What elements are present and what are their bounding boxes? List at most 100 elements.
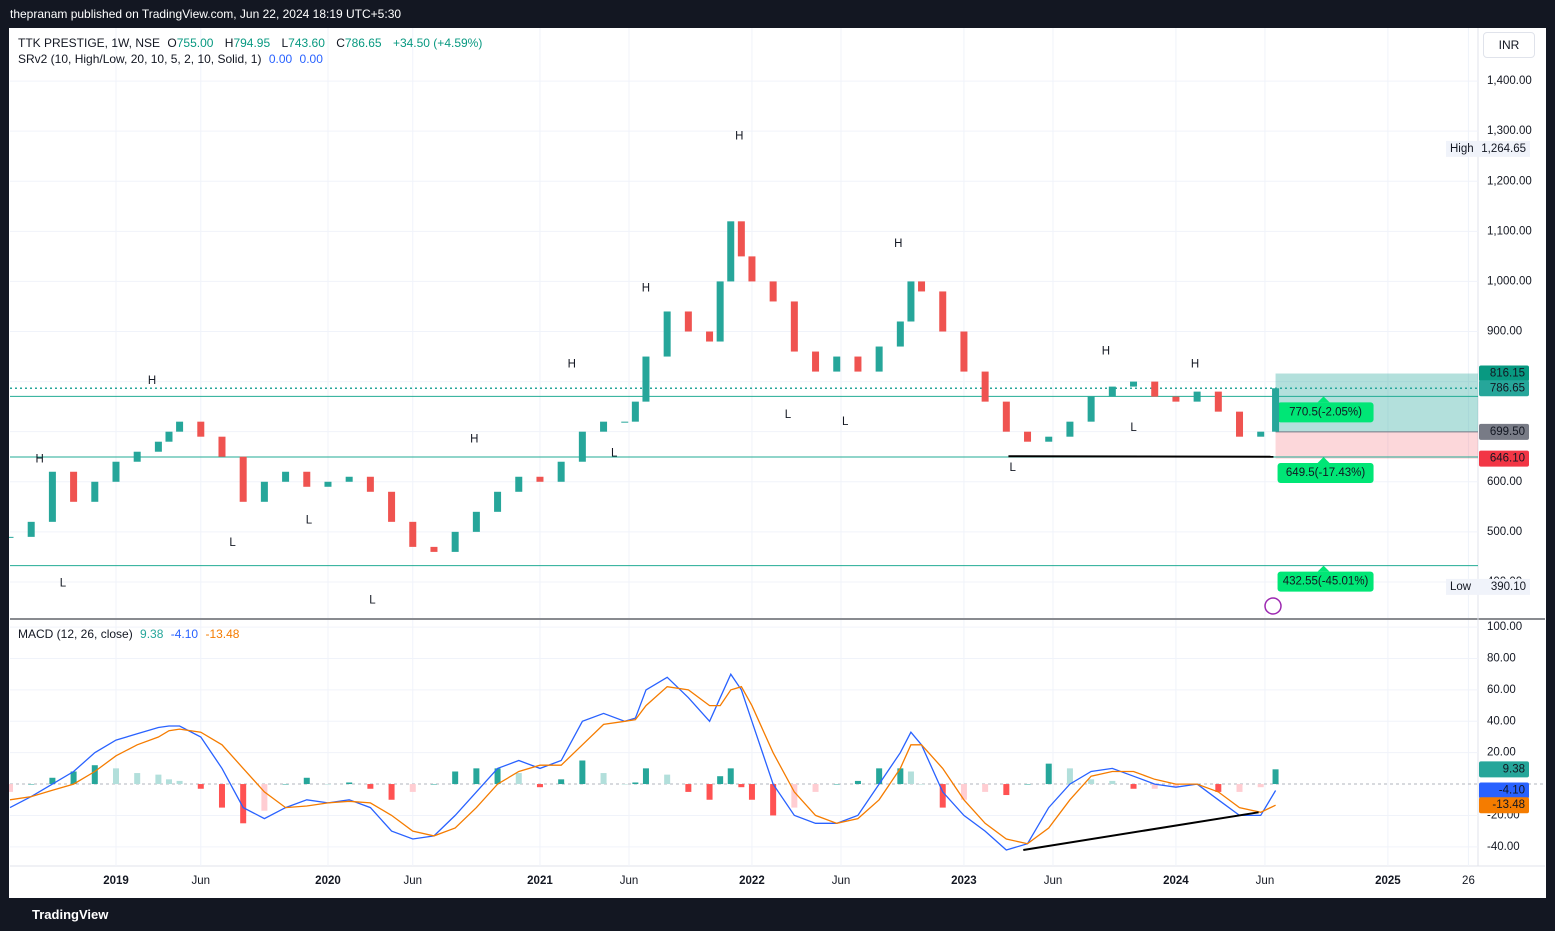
histogram-bar — [1130, 784, 1137, 789]
x-tick-label: 2021 — [527, 875, 553, 887]
candle-body — [1151, 381, 1159, 397]
candle-body — [388, 491, 396, 522]
histogram-bar — [112, 768, 119, 785]
candle-body — [112, 461, 120, 482]
histogram-bar — [685, 784, 692, 792]
ohlc-value: 794.95 — [233, 36, 271, 50]
histogram-bar — [303, 777, 310, 785]
histogram-bar — [515, 773, 522, 785]
candle-body — [345, 476, 353, 482]
candle-body — [1214, 391, 1222, 412]
macd-line — [9, 672, 1277, 851]
last-price-label-bg — [1479, 380, 1529, 397]
histogram-bar — [1109, 780, 1116, 785]
candle-body — [472, 511, 480, 532]
histogram-bar — [261, 784, 268, 811]
histogram-bar — [218, 784, 225, 808]
histogram-bar — [494, 768, 501, 785]
y-tick-label: 60.00 — [1487, 684, 1516, 696]
candle-body — [875, 346, 883, 372]
histogram-bar — [621, 784, 628, 785]
candle-body — [642, 356, 650, 402]
level-arrow — [1317, 456, 1330, 463]
level-label-bg — [1277, 462, 1374, 483]
pivot-label: L — [842, 416, 849, 428]
level-label: 770.5(-2.05%) — [1289, 406, 1362, 418]
candle-body — [70, 471, 78, 502]
pivot-label: H — [470, 434, 478, 446]
candle-body — [133, 451, 141, 462]
y-tick-label: 900.00 — [1487, 326, 1522, 338]
macd-last-label: -4.10 — [1499, 785, 1525, 797]
histogram-bar — [9, 784, 13, 792]
x-tick-label: 26 — [1462, 875, 1475, 887]
hist-last-label-bg — [1479, 761, 1529, 778]
histogram-bar — [770, 784, 777, 816]
signal-line — [9, 685, 1276, 845]
histogram-bar — [240, 784, 247, 824]
footer: TradingView — [0, 898, 1555, 931]
candle-body — [91, 481, 99, 502]
indicator: SRv2 (10, High/Low, 20, 10, 5, 2, 10, So… — [18, 52, 262, 66]
candle-body — [1066, 421, 1074, 437]
x-tick-label: 2023 — [951, 875, 977, 887]
x-tick-label: Jun — [832, 875, 851, 887]
histogram-bar — [558, 779, 565, 785]
candle-body — [154, 441, 162, 452]
histogram-bar — [632, 782, 639, 785]
histogram-bar — [727, 768, 734, 785]
event-icon — [1264, 597, 1282, 615]
y-tick-label: 500.00 — [1487, 526, 1522, 538]
y-tick-label: 80.00 — [1487, 652, 1516, 664]
histogram-bar — [1088, 779, 1095, 785]
histogram-bar — [282, 784, 289, 785]
publish-bar: thepranam published on TradingView.com, … — [0, 0, 1555, 28]
low-value: 390.10 — [1491, 581, 1526, 593]
histogram-bar — [91, 765, 98, 785]
histogram-bar — [165, 779, 172, 785]
candle-body — [430, 546, 438, 552]
y-tick-label: -40.00 — [1487, 841, 1520, 853]
pivot-label: L — [229, 537, 236, 549]
candle-body — [918, 281, 926, 292]
candle-body — [684, 311, 692, 332]
indicator-value: 0.00 — [299, 52, 323, 66]
y-tick-label: 1,200.00 — [1487, 175, 1532, 187]
hist-value: 9.38 — [140, 627, 164, 641]
histogram-bar — [982, 784, 989, 792]
y-tick-label: 1,000.00 — [1487, 275, 1532, 287]
stop-label-bg — [1479, 450, 1529, 467]
histogram-bar — [1024, 784, 1031, 785]
candle-body — [737, 221, 745, 257]
candle-body — [1045, 436, 1053, 442]
histogram-bar — [664, 774, 671, 785]
entry-label: 699.50 — [1490, 426, 1525, 438]
level-label-bg — [1277, 571, 1374, 592]
y-tick-label: 1,300.00 — [1487, 125, 1532, 137]
ohlc-value: 786.65 — [344, 36, 382, 50]
candle-body — [631, 401, 639, 422]
histogram-bar — [346, 782, 353, 785]
ohlc: L743.60 — [281, 36, 328, 50]
histogram-bar — [49, 777, 56, 785]
histogram-bar — [388, 784, 395, 800]
histogram-bar — [600, 773, 607, 785]
histogram-bar — [579, 760, 586, 785]
loss-zone — [1275, 431, 1478, 459]
last-price-label: 786.65 — [1490, 382, 1525, 394]
currency-button[interactable]: INR — [1483, 32, 1535, 58]
candle-body — [1257, 431, 1265, 437]
x-tick-label: 2019 — [103, 875, 129, 887]
y-tick-label: 100.00 — [1487, 621, 1522, 633]
signal-last-label: -13.48 — [1492, 799, 1525, 811]
level-label-bg — [1277, 402, 1374, 423]
candle-body — [1024, 431, 1032, 442]
x-tick-label: 2024 — [1163, 875, 1189, 887]
ohlc: H794.95 — [225, 36, 274, 50]
histogram-bar — [430, 784, 437, 785]
level-arrow — [1317, 396, 1330, 403]
histogram-bar — [1151, 784, 1158, 789]
histogram-bar — [1215, 784, 1222, 792]
candle-body — [578, 431, 586, 462]
high-label-bg — [1446, 140, 1530, 157]
